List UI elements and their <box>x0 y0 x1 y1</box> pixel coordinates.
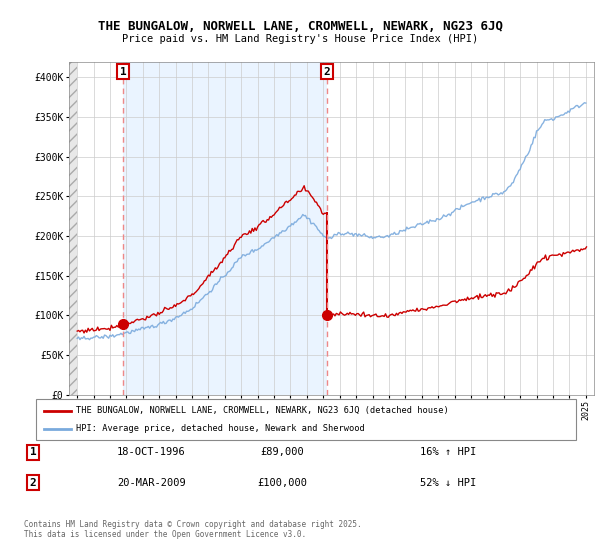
Text: HPI: Average price, detached house, Newark and Sherwood: HPI: Average price, detached house, Newa… <box>77 424 365 433</box>
Text: THE BUNGALOW, NORWELL LANE, CROMWELL, NEWARK, NG23 6JQ (detached house): THE BUNGALOW, NORWELL LANE, CROMWELL, NE… <box>77 406 449 415</box>
Text: 18-OCT-1996: 18-OCT-1996 <box>117 447 186 458</box>
Text: 1: 1 <box>119 67 127 77</box>
Text: Contains HM Land Registry data © Crown copyright and database right 2025.
This d: Contains HM Land Registry data © Crown c… <box>24 520 362 539</box>
Text: 2: 2 <box>323 67 330 77</box>
Text: £89,000: £89,000 <box>260 447 304 458</box>
Text: 16% ↑ HPI: 16% ↑ HPI <box>420 447 476 458</box>
Text: 20-MAR-2009: 20-MAR-2009 <box>117 478 186 488</box>
FancyBboxPatch shape <box>36 399 576 440</box>
Bar <box>123 62 327 395</box>
Text: THE BUNGALOW, NORWELL LANE, CROMWELL, NEWARK, NG23 6JQ: THE BUNGALOW, NORWELL LANE, CROMWELL, NE… <box>97 20 503 32</box>
Bar <box>69 62 77 395</box>
Text: 52% ↓ HPI: 52% ↓ HPI <box>420 478 476 488</box>
Text: 2: 2 <box>29 478 37 488</box>
Text: 1: 1 <box>29 447 37 458</box>
Text: Price paid vs. HM Land Registry's House Price Index (HPI): Price paid vs. HM Land Registry's House … <box>122 34 478 44</box>
Text: £100,000: £100,000 <box>257 478 307 488</box>
